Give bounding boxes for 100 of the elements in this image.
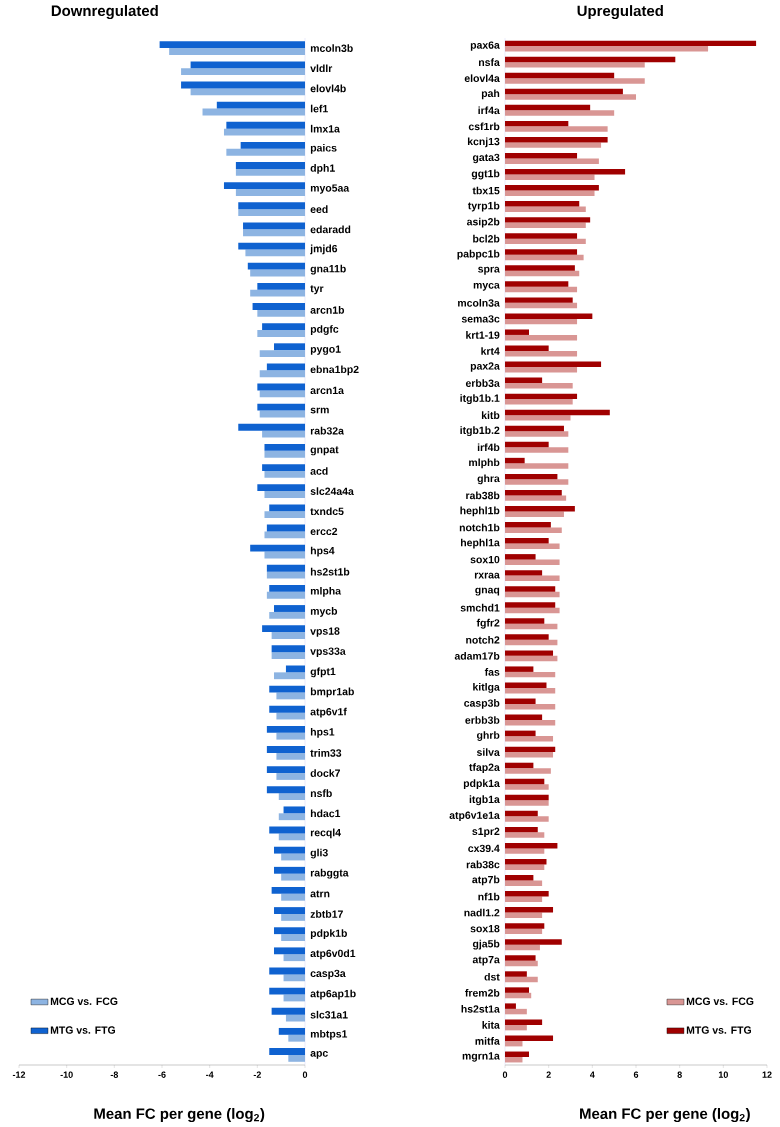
bar [505,602,556,608]
bar [505,912,543,919]
bar [505,367,578,373]
y-tick-label: csf1rb [468,122,500,131]
y-tick-label: vldlr [310,64,333,73]
y-tick-label: arcn1a [310,386,344,395]
bar [505,169,626,175]
bar [505,618,545,624]
y-tick-label: bmpr1ab [310,687,354,698]
bar [505,810,538,817]
bar [505,858,547,865]
bar [505,415,571,421]
bar [505,1035,554,1041]
bar [505,270,580,277]
bar [505,687,556,694]
y-tick-label: gja5b [472,939,500,950]
y-tick-label: srm [310,407,329,414]
y-tick-label: tyrp1b [467,201,500,212]
y-tick-label: smchd1 [460,603,500,612]
bar [505,383,573,389]
bar [505,538,549,544]
y-tick-label: fas [484,668,500,676]
y-tick-label: myo5aa [310,184,350,194]
y-tick-label: krt4 [481,347,500,355]
bar [505,297,573,303]
bar [505,939,562,945]
bar [505,714,543,721]
y-tick-label: dock7 [310,769,340,777]
x-tick-label: 10 [718,1071,728,1078]
bar [505,94,637,100]
bar [505,40,757,47]
bar [505,752,554,758]
bar [505,875,534,881]
bar [505,864,545,870]
y-tick-label: pax2a [470,362,500,372]
y-tick-label: spra [478,266,500,275]
x-axis-title: Mean FC per gene (log$_{2}$) [94,1108,265,1123]
bar [505,891,549,897]
y-tick-label: ghra [477,474,500,485]
y-tick-label: s1pr2 [472,827,500,838]
y-tick-label: atp6v1f [310,707,347,718]
y-tick-label: sema3c [461,315,500,323]
bar [505,703,556,710]
y-tick-label: irf4b [477,443,500,452]
y-tick-label: cx39.4 [468,844,500,853]
x-tick-label: 0 [502,1071,508,1078]
y-tick-label: atp6ap1b [310,989,356,1000]
y-tick-label: hps4 [310,546,335,557]
y-tick-label: atp7b [472,875,500,886]
bar [505,174,595,180]
y-tick-label: casp3b [464,699,500,709]
y-tick-label: zbtb17 [310,910,343,918]
bar [505,746,556,753]
y-tick-label: mitfa [475,1037,500,1045]
bar [505,923,545,929]
chart-title: Upregulated [577,5,663,20]
y-tick-label: pdpk1b [310,929,347,939]
y-tick-label: tfap2a [469,763,500,774]
y-tick-label: adam17b [454,652,500,660]
y-tick-label: vps18 [310,627,340,637]
x-tick-label: 8 [677,1071,682,1078]
y-tick-label: atrn [310,890,330,898]
bar [505,441,549,448]
y-tick-label: gnaq [475,587,500,596]
bar [505,960,538,967]
y-tick-label: erbb3a [465,379,500,387]
y-tick-label: dst [484,972,500,981]
y-tick-label: nadl1.2 [464,908,500,917]
x-tick-label: -4 [206,1071,214,1078]
y-tick-label: arcn1b [310,306,345,314]
bar [505,1003,516,1009]
y-tick-label: atp6v0d1 [310,949,356,960]
y-tick-label: mcoln3b [310,44,353,52]
bar [505,136,608,143]
y-tick-label: trim33 [310,749,342,757]
bar [505,575,560,582]
bar [505,185,599,191]
legend-label: MCG vs. FCG [686,997,754,1005]
y-tick-label: rab38b [466,491,500,500]
y-tick-label: nsfa [478,58,500,67]
bar [505,473,558,480]
legend-label: MTG vs. FTG [686,1026,751,1034]
bar [505,505,575,512]
y-tick-label: atp7a [472,956,500,966]
bar [505,334,578,341]
y-tick-label: itgb1a [469,795,500,806]
y-tick-label: kitlga [473,683,500,693]
bar [505,768,551,774]
y-tick-label: tbx15 [472,186,500,195]
bar [505,650,554,656]
bar [505,489,562,496]
bar [505,46,709,52]
bar [505,976,538,983]
bar [505,730,536,737]
y-tick-label: dph1 [310,164,335,174]
bar [505,784,549,790]
y-tick-label: kita [482,1021,500,1029]
bar [505,826,538,833]
bar [505,639,558,646]
x-tick-label: -8 [110,1071,119,1078]
